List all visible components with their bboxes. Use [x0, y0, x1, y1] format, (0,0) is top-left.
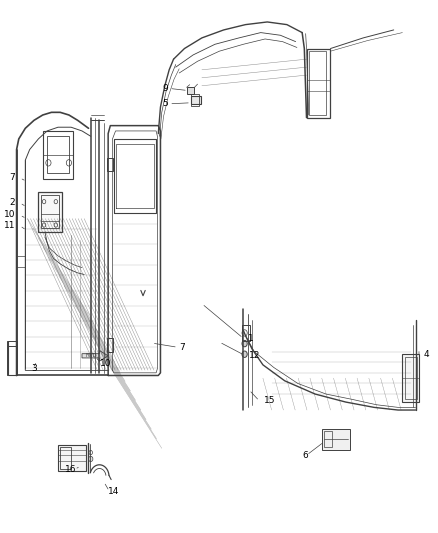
Text: 3: 3: [32, 364, 37, 373]
Text: 10: 10: [100, 359, 112, 368]
Polygon shape: [82, 351, 108, 361]
Text: 9: 9: [162, 84, 168, 93]
Bar: [39, 192, 62, 232]
Text: 10: 10: [4, 211, 15, 220]
Bar: [60, 447, 71, 469]
Bar: [58, 445, 86, 471]
Text: 7: 7: [10, 173, 15, 182]
Text: 2: 2: [10, 198, 15, 207]
Bar: [403, 354, 419, 402]
Circle shape: [242, 351, 247, 358]
Text: 4: 4: [424, 350, 429, 359]
Circle shape: [88, 456, 93, 462]
Text: FWD: FWD: [85, 353, 96, 358]
Bar: [242, 325, 250, 341]
Bar: [191, 94, 199, 106]
Text: 7: 7: [180, 343, 185, 352]
Bar: [42, 195, 59, 228]
Circle shape: [242, 341, 247, 347]
Bar: [324, 431, 332, 447]
Text: 1: 1: [247, 334, 254, 343]
Text: 5: 5: [162, 99, 168, 108]
Bar: [47, 136, 69, 173]
Text: 11: 11: [4, 221, 15, 230]
Bar: [307, 49, 331, 118]
Bar: [187, 87, 194, 94]
Text: 12: 12: [249, 351, 260, 360]
Text: 16: 16: [64, 465, 76, 474]
Text: 6: 6: [302, 451, 308, 460]
Bar: [107, 158, 113, 171]
Bar: [309, 51, 326, 115]
Bar: [405, 357, 417, 399]
Bar: [107, 338, 113, 352]
Bar: [322, 429, 350, 450]
Bar: [7, 341, 18, 375]
Bar: [43, 131, 73, 179]
Bar: [191, 96, 201, 104]
Text: 15: 15: [264, 397, 276, 406]
Text: 14: 14: [108, 487, 120, 496]
